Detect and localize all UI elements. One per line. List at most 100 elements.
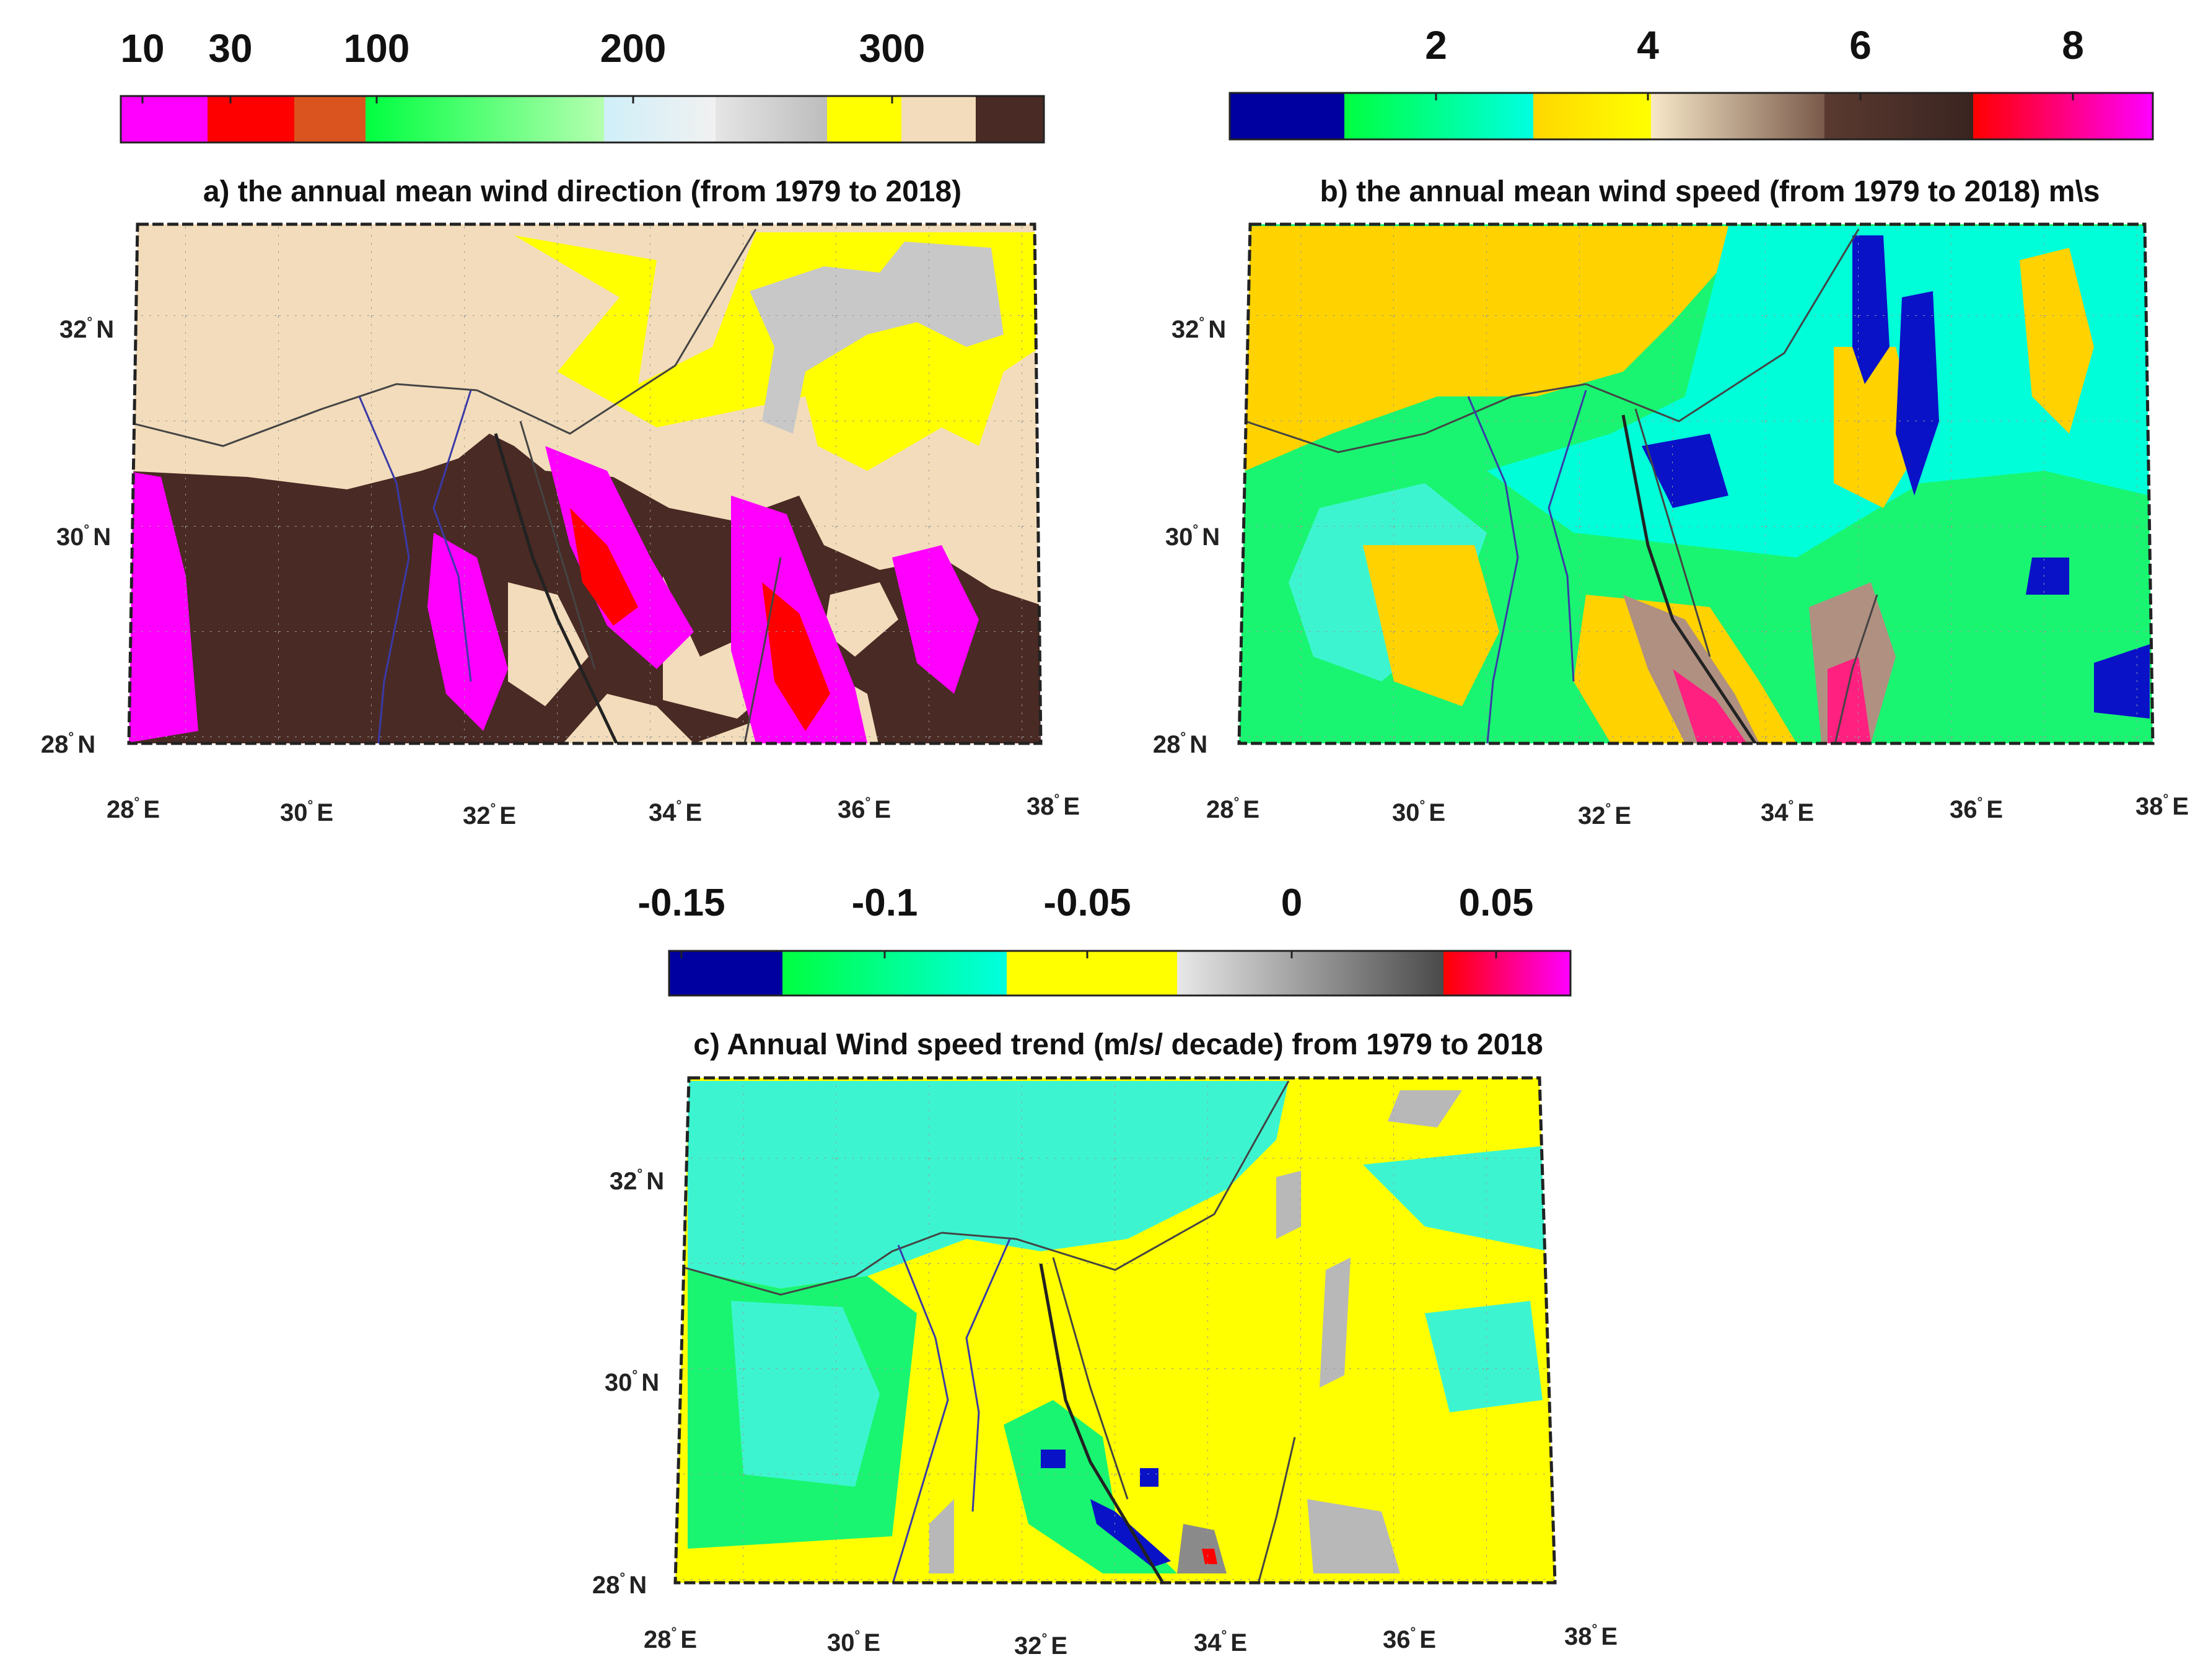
panel-b: 2 4 6 8 b) the annual mean wind speed (from… bbox=[1153, 23, 2189, 829]
map-a-gridlines bbox=[129, 224, 1041, 743]
colorbar-a-segment bbox=[716, 96, 827, 142]
colorbar-b-segments bbox=[1230, 93, 2153, 139]
latitude-label: 30° N bbox=[605, 1367, 659, 1396]
map-c-gridlines bbox=[675, 1078, 1555, 1583]
longitude-label: 36° E bbox=[838, 794, 891, 823]
map-b-longitude-labels: 28° E 30° E 32° E 34° E 36° E 38° E bbox=[1206, 791, 2189, 829]
map-c-coastline-east bbox=[941, 1080, 1290, 1271]
colorbar-c-tick-label: 0.05 bbox=[1459, 882, 1534, 924]
map-c-nile-river bbox=[891, 1245, 949, 1583]
colorbar-a-ticks: 10 30 100 200 300 bbox=[120, 26, 925, 103]
colorbar-b-segment bbox=[1973, 93, 2153, 139]
longitude-label: 38° E bbox=[1564, 1621, 1618, 1650]
colorbar-c-tick-label: -0.05 bbox=[1043, 882, 1131, 924]
map-c-longitude-labels: 28° E 30° E 32° E 34° E 36° E 38° E bbox=[644, 1621, 1618, 1660]
latitude-label: 30° N bbox=[1165, 522, 1220, 551]
map-b-gulf-of-suez bbox=[1621, 414, 1761, 743]
colorbar-a-segment bbox=[208, 96, 294, 142]
map-a-nile-river bbox=[358, 396, 410, 743]
colorbar-b: 2 4 6 8 bbox=[1229, 23, 2154, 141]
map-a bbox=[129, 224, 1041, 743]
map-c-nile-branch bbox=[965, 1238, 1011, 1512]
map-b-frame bbox=[1237, 222, 2155, 745]
colorbar-a-segments bbox=[121, 96, 1044, 142]
latitude-label: 28° N bbox=[41, 729, 95, 758]
colorbar-b-segment bbox=[1824, 93, 1973, 139]
map-c bbox=[675, 1078, 1555, 1583]
map-c-sinai-border bbox=[1052, 1257, 1129, 1500]
colorbar-b-segment bbox=[1344, 93, 1533, 139]
colorbar-c-frame bbox=[668, 950, 1572, 997]
colorbar-b-tick-label: 4 bbox=[1637, 23, 1659, 68]
colorbar-a-segment bbox=[901, 96, 976, 142]
map-a-coastline-east bbox=[476, 229, 757, 435]
colorbar-c-ticks: -0.15 -0.1 -0.05 0 0.05 bbox=[637, 882, 1533, 958]
colorbar-a-segment bbox=[121, 96, 208, 142]
colorbar-c-segment bbox=[782, 951, 1007, 995]
latitude-label: 30° N bbox=[56, 522, 111, 551]
map-b-nile-river bbox=[1467, 396, 1519, 743]
colorbar-a-segment bbox=[604, 96, 716, 142]
latitude-label: 32° N bbox=[610, 1166, 664, 1195]
colorbar-a-segment bbox=[366, 96, 604, 142]
map-b-latitude-labels: 32° N 30° N 28° N bbox=[1153, 314, 1226, 758]
longitude-label: 30° E bbox=[827, 1627, 880, 1656]
latitude-label: 28° N bbox=[592, 1570, 647, 1599]
longitude-label: 32° E bbox=[1014, 1630, 1067, 1660]
colorbar-c-segment bbox=[1443, 951, 1570, 995]
longitude-label: 34° E bbox=[649, 797, 702, 826]
colorbar-b-segment bbox=[1651, 93, 1824, 139]
longitude-label: 30° E bbox=[280, 797, 333, 826]
latitude-label: 28° N bbox=[1153, 729, 1207, 758]
longitude-label: 32° E bbox=[463, 800, 516, 829]
colorbar-c-tick-label: 0 bbox=[1281, 882, 1302, 924]
map-b bbox=[1239, 224, 2153, 743]
colorbar-c: -0.15 -0.1 -0.05 0 0.05 bbox=[637, 882, 1572, 997]
colorbar-b-tick-label: 6 bbox=[1849, 23, 1872, 68]
map-c-latitude-labels: 32° N 30° N 28° N bbox=[592, 1166, 664, 1599]
longitude-label: 28° E bbox=[1206, 794, 1259, 823]
colorbar-b-segment bbox=[1230, 93, 1344, 139]
longitude-label: 36° E bbox=[1383, 1624, 1436, 1653]
longitude-label: 38° E bbox=[1027, 791, 1080, 820]
colorbar-b-frame bbox=[1229, 92, 2154, 141]
colorbar-c-segment bbox=[1177, 951, 1443, 995]
map-a-frame bbox=[127, 222, 1043, 745]
colorbar-a-segment bbox=[827, 96, 901, 142]
colorbar-a-tick-label: 100 bbox=[344, 26, 410, 71]
colorbar-c-segment bbox=[669, 951, 782, 995]
colorbar-b-ticks: 2 4 6 8 bbox=[1425, 23, 2084, 100]
map-c-frame bbox=[673, 1076, 1557, 1585]
colorbar-a-segment bbox=[294, 96, 366, 142]
colorbar-a-tick-label: 10 bbox=[120, 26, 164, 71]
map-b-gridlines bbox=[1239, 224, 2153, 743]
latitude-label: 32° N bbox=[1172, 314, 1226, 343]
map-a-latitude-labels: 32° N 30° N 28° N bbox=[41, 314, 114, 758]
colorbar-c-segments bbox=[669, 951, 1570, 995]
colorbar-a-tick-label: 200 bbox=[600, 26, 667, 71]
map-a-nile-branch bbox=[432, 390, 472, 682]
longitude-label: 30° E bbox=[1392, 797, 1445, 826]
panel-a: 10 30 100 200 300 a) the annual mean wind di… bbox=[41, 26, 1080, 829]
longitude-label: 28° E bbox=[107, 794, 160, 823]
longitude-label: 36° E bbox=[1950, 794, 2003, 823]
panel-c-title: c) Annual Wind speed trend (m/s/ decade)… bbox=[693, 1028, 1543, 1061]
map-b-sinai-border bbox=[1634, 408, 1711, 657]
colorbar-b-segment bbox=[1533, 93, 1651, 139]
panel-c: -0.15 -0.1 -0.05 0 0.05 c) Annual Wind speed… bbox=[592, 882, 1618, 1660]
map-a-coastline bbox=[129, 383, 478, 447]
map-b-nile-branch bbox=[1548, 390, 1587, 682]
panel-a-title: a) the annual mean wind direction (from … bbox=[203, 175, 961, 208]
colorbar-a-tick-label: 300 bbox=[859, 26, 926, 71]
map-a-sinai-border bbox=[519, 421, 596, 670]
colorbar-b-tick-label: 8 bbox=[2062, 23, 2084, 68]
longitude-label: 28° E bbox=[644, 1624, 697, 1653]
colorbar-a: 10 30 100 200 300 bbox=[120, 26, 1045, 144]
colorbar-a-segment bbox=[976, 96, 1044, 142]
longitude-label: 38° E bbox=[2135, 791, 2189, 820]
longitude-label: 34° E bbox=[1194, 1627, 1247, 1656]
latitude-label: 32° N bbox=[59, 314, 114, 343]
map-a-longitude-labels: 28° E 30° E 32° E 34° E 36° E 38° E bbox=[107, 791, 1080, 829]
map-c-aqaba-coast bbox=[1256, 1437, 1296, 1583]
